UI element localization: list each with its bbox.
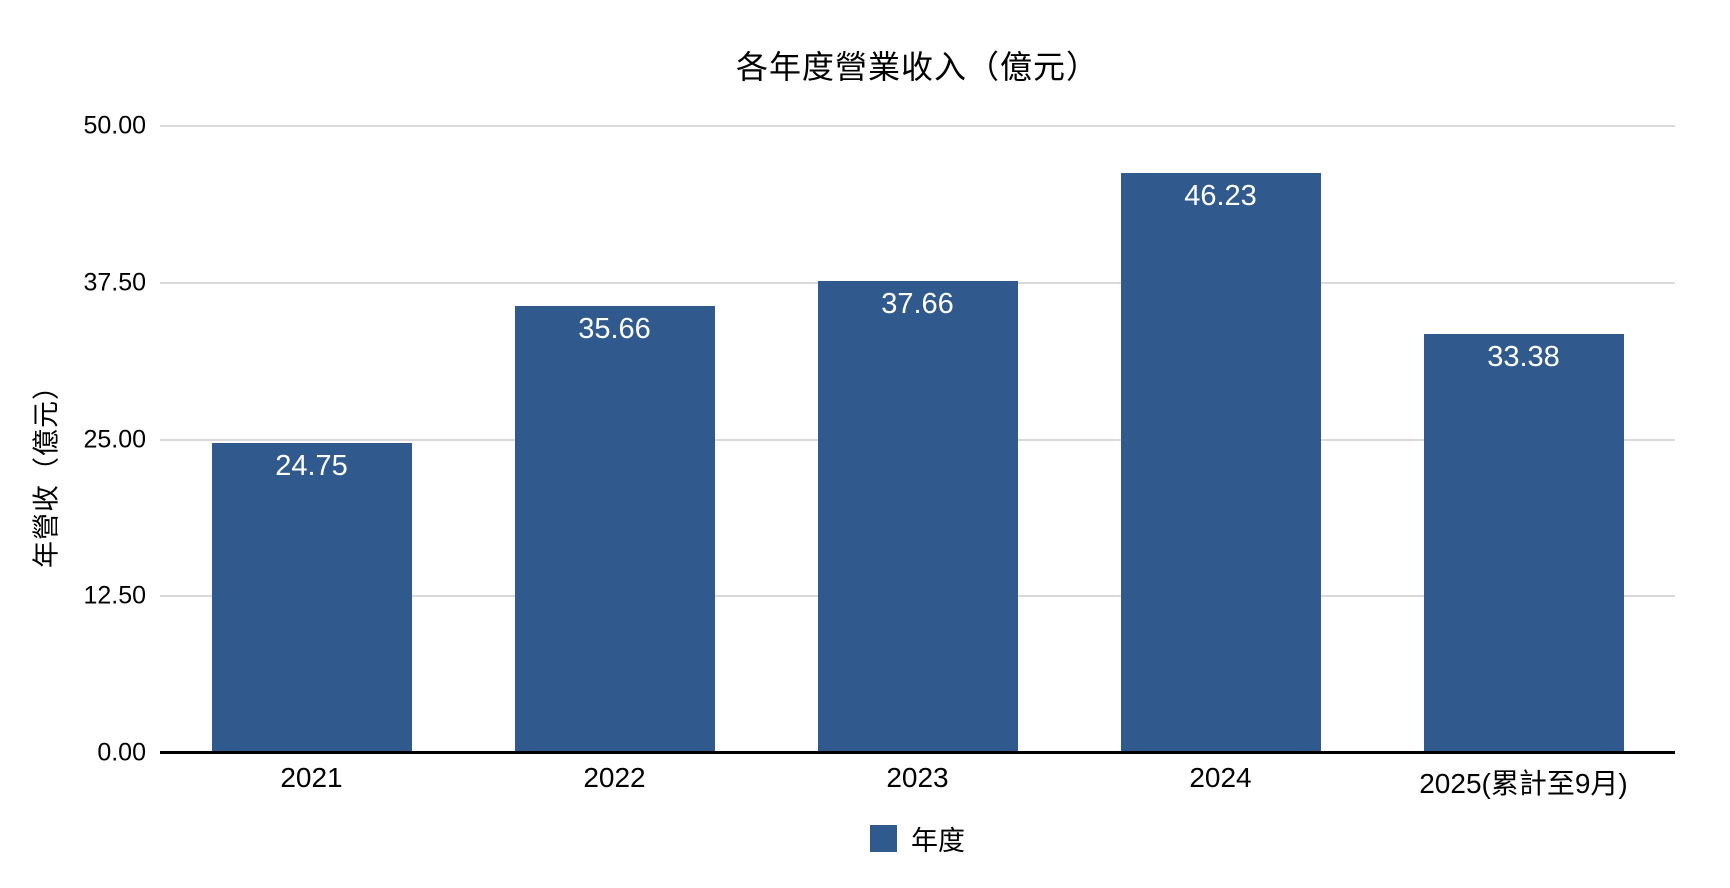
x-tick-2023: 2023 bbox=[886, 762, 949, 793]
x-tick-2022: 2022 bbox=[583, 762, 646, 793]
chart-title: 各年度營業收入（億元） bbox=[735, 49, 1099, 85]
legend-swatch bbox=[870, 825, 897, 852]
y-axis: 0.00 12.50 25.00 37.50 50.00 bbox=[0, 112, 148, 767]
bar-value-label: 46.23 bbox=[1184, 180, 1257, 213]
y-tick-label: 0.00 bbox=[97, 738, 146, 767]
legend-label: 年度 bbox=[911, 826, 965, 856]
y-tick-label: 37.50 bbox=[83, 268, 146, 297]
gridline bbox=[160, 125, 1675, 127]
bar-value-label: 33.38 bbox=[1487, 341, 1560, 374]
bar-value-label: 24.75 bbox=[275, 449, 348, 482]
x-tick-2024: 2024 bbox=[1189, 762, 1252, 793]
bar-2025(累計至9月)[interactable]: 33.38 bbox=[1423, 334, 1624, 753]
bar-value-label: 37.66 bbox=[881, 287, 954, 320]
legend: 年度 bbox=[160, 819, 1675, 858]
plot-area: 24.75 35.66 37.66 46.23 33.38 bbox=[160, 125, 1675, 754]
x-axis-line bbox=[160, 751, 1675, 754]
bar-2022[interactable]: 35.66 bbox=[514, 305, 715, 753]
x-axis-labels: 2021 2022 2023 2024 2025(累計至9月) bbox=[160, 762, 1675, 802]
x-tick-2021: 2021 bbox=[280, 762, 343, 793]
bar-2023[interactable]: 37.66 bbox=[817, 280, 1018, 753]
y-tick-label: 12.50 bbox=[83, 581, 146, 610]
y-tick-label: 25.00 bbox=[83, 425, 146, 453]
y-tick-label: 50.00 bbox=[83, 111, 146, 140]
x-tick-2025(累計至9月): 2025(累計至9月) bbox=[1419, 768, 1628, 799]
bar-2021[interactable]: 24.75 bbox=[211, 442, 412, 753]
bar-value-label: 35.66 bbox=[578, 312, 651, 345]
bar-2024[interactable]: 46.23 bbox=[1120, 173, 1321, 753]
